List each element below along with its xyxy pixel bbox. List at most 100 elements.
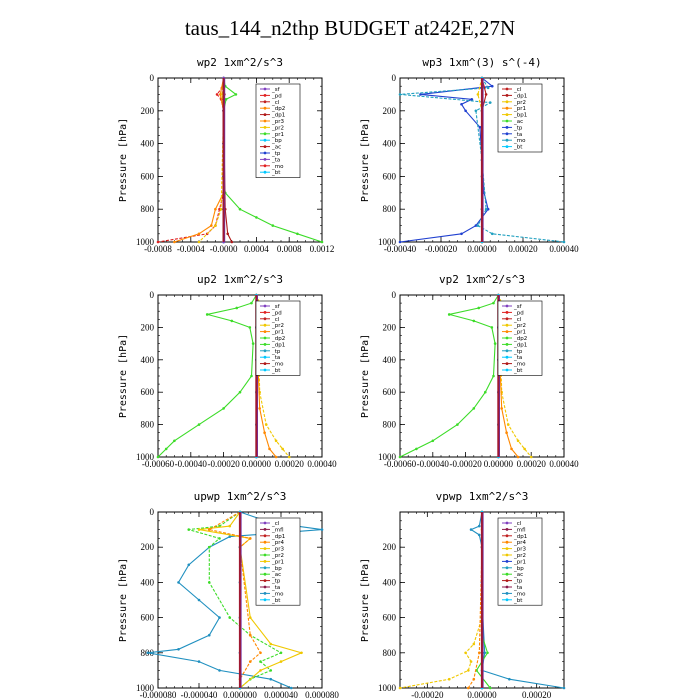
legend-marker xyxy=(263,598,267,602)
legend-marker xyxy=(505,592,509,595)
series-point xyxy=(431,439,435,443)
legend-label: _tp xyxy=(271,349,281,355)
series-point xyxy=(476,224,480,227)
y-tick-label: 800 xyxy=(383,648,397,658)
legend-label: _pr3 xyxy=(513,547,527,553)
legend-label: _ac xyxy=(271,145,281,151)
legend-label: _bt xyxy=(271,368,281,374)
legend-label: _dp1 xyxy=(513,342,527,348)
panel-title: up2 1xm^2/s^3 xyxy=(197,273,283,286)
legend-marker xyxy=(263,323,267,327)
series-point xyxy=(248,616,252,619)
series-point xyxy=(505,431,508,435)
series-point xyxy=(516,455,520,459)
series-point xyxy=(207,581,211,584)
series-point xyxy=(300,651,303,655)
legend-marker xyxy=(505,87,509,91)
legend-label: _cl xyxy=(513,521,522,527)
series-point xyxy=(274,439,278,443)
legend-label: _dp1 xyxy=(513,93,527,99)
series-point xyxy=(222,407,225,410)
series-point xyxy=(207,633,211,637)
legend-label: _bt xyxy=(513,145,523,151)
series-point xyxy=(488,101,492,104)
y-tick-label: 1000 xyxy=(378,683,397,693)
legend-marker xyxy=(263,362,267,365)
legend-label: _tp xyxy=(513,125,523,131)
legend-marker xyxy=(263,560,267,563)
series-point xyxy=(472,642,476,646)
legend-box xyxy=(255,83,301,178)
legend-marker xyxy=(505,330,509,333)
legend-marker xyxy=(263,521,267,525)
legend-label: _sf xyxy=(271,304,281,310)
y-tick-label: 200 xyxy=(383,106,397,116)
x-tick-label: 0.00020 xyxy=(522,690,552,700)
panel-title: wp3 1xm^(3) s^(-4) xyxy=(422,56,541,69)
series-point xyxy=(207,545,211,549)
y-tick-label: 0 xyxy=(150,507,155,517)
series-point xyxy=(484,93,488,96)
series-line-pr2 xyxy=(399,512,483,689)
series-point xyxy=(492,301,495,305)
legend-marker xyxy=(505,355,509,359)
legend-marker xyxy=(505,113,509,116)
legend-label: _ta xyxy=(271,355,280,361)
legend-marker xyxy=(263,553,267,557)
legend-marker xyxy=(505,323,509,327)
y-tick-label: 200 xyxy=(141,322,155,332)
legend-marker xyxy=(263,170,267,174)
series-point xyxy=(258,407,261,410)
series-point xyxy=(289,686,293,690)
legend-label: _pr2 xyxy=(513,323,526,329)
series-point xyxy=(447,313,451,316)
legend-label: _bp xyxy=(271,566,282,572)
legend-marker xyxy=(505,100,509,104)
x-tick-label: -0.0004 xyxy=(177,244,205,254)
y-tick-label: 200 xyxy=(383,542,397,552)
series-point xyxy=(173,439,176,443)
legend-marker xyxy=(263,164,267,168)
legend-label: _pr4 xyxy=(271,540,285,546)
x-tick-label: 0.00000 xyxy=(467,690,497,700)
legend-label: _tp xyxy=(513,579,523,585)
series-point xyxy=(510,447,513,451)
series-point xyxy=(197,528,201,531)
legend-marker xyxy=(505,336,509,340)
series-point xyxy=(230,240,234,244)
series-point xyxy=(197,598,201,602)
legend-marker xyxy=(263,349,267,353)
legend-label: _pr3 xyxy=(271,547,285,553)
legend-label: _tp xyxy=(513,349,523,355)
series-point xyxy=(476,93,480,96)
series-point xyxy=(486,207,490,211)
x-tick-label: 0.000040 xyxy=(264,690,298,700)
legend-marker xyxy=(263,138,267,142)
series-line-pr4 xyxy=(207,511,262,688)
series-point xyxy=(234,93,238,96)
legend-marker xyxy=(505,368,509,372)
series-point xyxy=(226,232,229,236)
y-tick-label: 800 xyxy=(141,204,155,214)
series-point xyxy=(562,686,566,690)
legend-marker xyxy=(263,368,267,372)
legend-marker xyxy=(263,585,267,589)
x-tick-label: -0.00040 xyxy=(417,459,450,469)
series-point xyxy=(235,306,239,310)
series-point xyxy=(467,686,470,690)
series-point xyxy=(398,240,402,244)
series-point xyxy=(218,669,221,672)
series-point xyxy=(215,93,219,96)
legend-label: _pr2 xyxy=(271,553,284,559)
legend-label: _ac xyxy=(513,572,523,578)
legend-marker xyxy=(263,151,267,155)
legend-label: _ta xyxy=(271,157,280,163)
series-point xyxy=(490,84,494,88)
legend-label: _bt xyxy=(513,368,523,374)
x-tick-label: 0.00040 xyxy=(549,459,579,469)
series-point xyxy=(467,669,470,672)
legend-marker xyxy=(263,311,267,314)
legend-marker xyxy=(263,336,267,340)
x-tick-label: -0.000040 xyxy=(181,690,218,700)
legend-label: _dp2 xyxy=(513,336,527,342)
